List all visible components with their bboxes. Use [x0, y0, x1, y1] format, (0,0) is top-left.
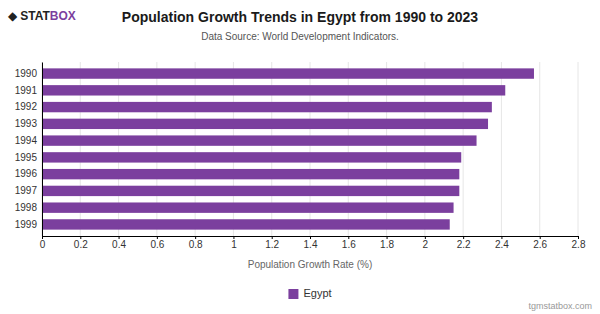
tick-label: 1 — [231, 239, 237, 250]
x-axis: 0 0.2 0.4 0.6 0.8 1 1.2 1.4 1.6 1.8 2 2.2 2.4 2.6 2.8 — [40, 236, 586, 250]
tick: 0.2 — [74, 236, 88, 250]
tick-label: 2.4 — [495, 239, 509, 250]
subtitle: Data Source: World Development Indicator… — [201, 31, 399, 42]
tick-label: 1998 — [15, 202, 38, 213]
tick: 1 — [231, 236, 237, 250]
bar — [42, 169, 459, 179]
tick-label: 1992 — [15, 101, 38, 112]
tick-label: 0.2 — [74, 239, 88, 250]
bar — [42, 152, 461, 162]
tick-label: 1995 — [15, 152, 38, 163]
tick-label: 1.4 — [304, 239, 318, 250]
tick-label: 1990 — [15, 68, 38, 79]
grid-line — [578, 62, 579, 236]
tick: 1.6 — [342, 236, 356, 250]
legend-label: Egypt — [303, 287, 331, 299]
tick-label: 0.6 — [150, 239, 164, 250]
tick: 1994 — [15, 135, 42, 146]
y-axis: 1990 1991 1992 1993 1994 1995 1996 1997 1998 1999 — [15, 63, 43, 237]
tick: 2.4 — [495, 236, 509, 250]
tick-label: 1996 — [15, 168, 38, 179]
tick-label: 2.8 — [572, 239, 586, 250]
tick: 1999 — [15, 219, 42, 230]
tick: 2 — [423, 236, 429, 250]
logo-text: ◆ — [8, 9, 18, 23]
tick: 1997 — [15, 185, 42, 196]
tick: 2.6 — [533, 236, 547, 250]
legend-swatch — [288, 289, 298, 299]
tick: 1991 — [15, 85, 42, 96]
bar — [42, 135, 477, 145]
tick: 1992 — [15, 101, 42, 112]
legend: Egypt — [288, 287, 331, 299]
tick: 1990 — [15, 68, 42, 79]
tick-label: 1994 — [15, 135, 38, 146]
title: Population Growth Trends in Egypt from 1… — [122, 9, 478, 25]
bar — [42, 68, 534, 78]
tick-label: 0.4 — [112, 239, 126, 250]
tick-label: 0 — [40, 239, 46, 250]
logo-text: BOX — [50, 9, 76, 23]
tick: 2.8 — [572, 236, 586, 250]
bar — [42, 186, 459, 196]
tick: 0.4 — [112, 236, 126, 250]
tick: 1993 — [15, 118, 42, 129]
tick: 1996 — [15, 168, 42, 179]
tick: 0.8 — [189, 236, 203, 250]
tick-label: 1.6 — [342, 239, 356, 250]
bar — [42, 102, 492, 112]
tick: 1.8 — [380, 236, 394, 250]
tick-label: 2 — [423, 239, 429, 250]
watermark: tgmstatbox.com — [528, 301, 592, 311]
tick: 1.4 — [304, 236, 318, 250]
tick-label: 1997 — [15, 185, 38, 196]
tick: 1998 — [15, 202, 42, 213]
tick-label: 1991 — [15, 85, 38, 96]
grid-line — [42, 62, 43, 236]
axis-line — [42, 63, 43, 237]
tick-label: 1993 — [15, 118, 38, 129]
tick-label: 0.8 — [189, 239, 203, 250]
tick-label: 1999 — [15, 219, 38, 230]
tick-label: 2.6 — [533, 239, 547, 250]
tick-label: 2.2 — [457, 239, 471, 250]
bar — [42, 202, 454, 212]
chart: 0 0.2 0.4 0.6 0.8 1 1.2 1.4 1.6 1.8 2 2.2 2.4 2.6 2.8 1… — [0, 0, 600, 314]
tick: 1995 — [15, 152, 42, 163]
bars — [42, 68, 534, 229]
tick: 0 — [40, 236, 46, 250]
tick: 2.2 — [457, 236, 471, 250]
bar — [42, 219, 450, 229]
tick-label: 1.2 — [265, 239, 279, 250]
tick: 0.6 — [150, 236, 164, 250]
grid-line — [539, 62, 540, 236]
bar — [42, 85, 505, 95]
grid — [42, 62, 578, 236]
x-axis-title: Population Growth Rate (%) — [248, 259, 373, 270]
tick-label: 1.8 — [380, 239, 394, 250]
bar — [42, 119, 488, 129]
logo-text: STAT — [20, 9, 50, 23]
tick: 1.2 — [265, 236, 279, 250]
